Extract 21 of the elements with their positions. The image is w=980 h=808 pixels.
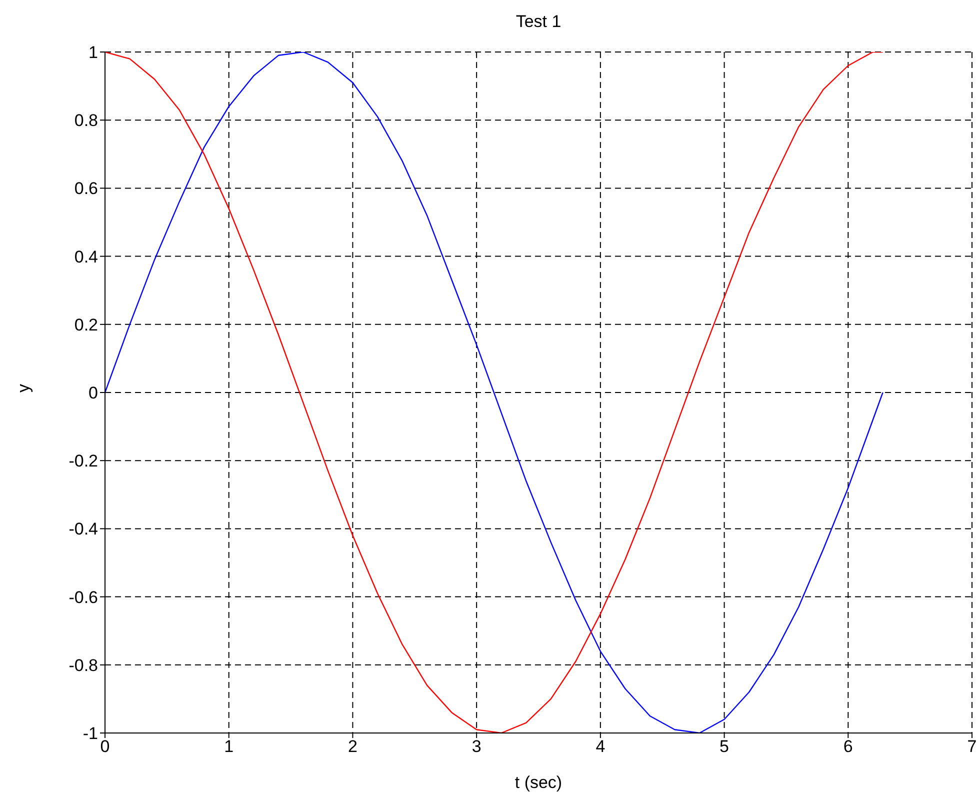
y-tick-label: -0.6 (68, 588, 98, 607)
y-tick-label: 0.8 (74, 111, 98, 130)
y-tick-label: -0.2 (68, 452, 98, 471)
x-axis-title: t (sec) (514, 773, 562, 792)
y-tick-label: 0 (88, 384, 98, 403)
x-tick-label: 4 (596, 737, 606, 756)
y-tick-label: -0.8 (68, 656, 98, 675)
x-tick-label: 1 (224, 737, 234, 756)
x-tick-label: 2 (348, 737, 358, 756)
y-tick-label: 0.4 (74, 247, 98, 266)
y-tick-label: 0.2 (74, 315, 98, 334)
x-tick-label: 7 (967, 737, 977, 756)
x-tick-label: 6 (843, 737, 853, 756)
x-tick-label: 3 (472, 737, 482, 756)
y-tick-label: 0.6 (74, 179, 98, 198)
chart-title: Test 1 (514, 12, 562, 32)
y-tick-label: 1 (88, 43, 98, 62)
y-tick-label: -1 (82, 724, 98, 744)
y-tick-label: -0.4 (68, 520, 98, 539)
y-axis-title: y (14, 384, 34, 392)
x-tick-label: 5 (720, 737, 730, 756)
